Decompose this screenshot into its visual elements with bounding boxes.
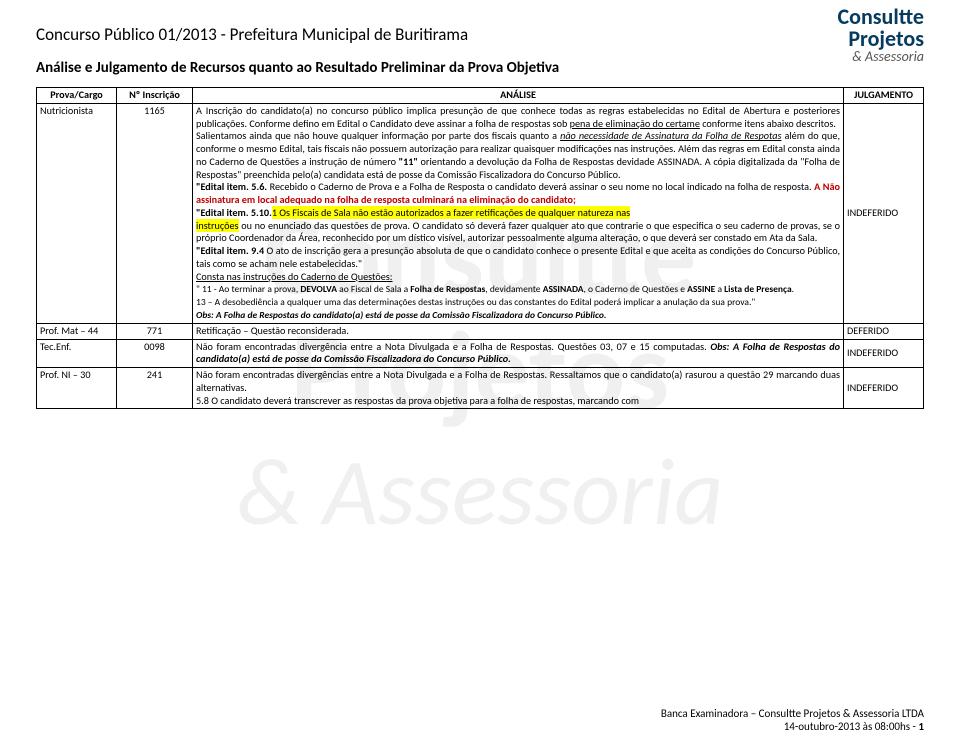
col-analise: ANÁLISE bbox=[193, 88, 844, 104]
highlighted-text: 1 Os Fiscais de Sala não estão autorizad… bbox=[272, 206, 630, 219]
table-row: Prof. Mat – 44 771 Retificação – Questão… bbox=[37, 323, 924, 339]
highlighted-text: instruções bbox=[196, 219, 239, 232]
page-subtitle: Análise e Julgamento de Recursos quanto … bbox=[36, 59, 924, 77]
cell-cargo: Nutricionista bbox=[37, 103, 117, 323]
cell-julgamento: INDEFERIDO bbox=[844, 339, 924, 368]
table-header-row: Prova/Cargo Nº Inscrição ANÁLISE JULGAME… bbox=[37, 88, 924, 104]
col-inscricao: Nº Inscrição bbox=[117, 88, 193, 104]
footer-line2: 14-outubro-2013 às 08:00hs - 1 bbox=[661, 720, 924, 733]
cell-julgamento: DEFERIDO bbox=[844, 323, 924, 339]
table-row: Prof. NI – 30 241 Não foram encontradas … bbox=[37, 368, 924, 409]
page-content: Consultte Projetos & Assessoria Concurso… bbox=[0, 0, 960, 419]
cell-julgamento: INDEFERIDO bbox=[844, 103, 924, 323]
cell-analise: A Inscrição do candidato(a) no concurso … bbox=[193, 103, 844, 323]
cell-cargo: Tec.Enf. bbox=[37, 339, 117, 368]
footer: Banca Examinadora – Consultte Projetos &… bbox=[661, 707, 924, 733]
table-row: Nutricionista 1165 A Inscrição do candid… bbox=[37, 103, 924, 323]
cell-inscricao: 1165 bbox=[117, 103, 193, 323]
page-title: Concurso Público 01/2013 - Prefeitura Mu… bbox=[36, 24, 924, 45]
page-number: 1 bbox=[918, 720, 924, 733]
table-row: Tec.Enf. 0098 Não foram encontradas dive… bbox=[37, 339, 924, 368]
logo-line3: & Assessoria bbox=[837, 50, 924, 64]
footer-line1: Banca Examinadora – Consultte Projetos &… bbox=[661, 707, 924, 720]
col-julgamento: JULGAMENTO bbox=[844, 88, 924, 104]
cell-inscricao: 771 bbox=[117, 323, 193, 339]
cell-analise: Retificação – Questão reconsiderada. bbox=[193, 323, 844, 339]
results-table: Prova/Cargo Nº Inscrição ANÁLISE JULGAME… bbox=[36, 87, 924, 409]
cell-analise: Não foram encontradas divergência entre … bbox=[193, 339, 844, 368]
cell-cargo: Prof. Mat – 44 bbox=[37, 323, 117, 339]
col-cargo: Prova/Cargo bbox=[37, 88, 117, 104]
cell-julgamento: INDEFERIDO bbox=[844, 368, 924, 409]
cell-cargo: Prof. NI – 30 bbox=[37, 368, 117, 409]
cell-inscricao: 241 bbox=[117, 368, 193, 409]
cell-analise: Não foram encontradas divergências entre… bbox=[193, 368, 844, 409]
logo-line2: Projetos bbox=[837, 28, 924, 50]
logo: Consultte Projetos & Assessoria bbox=[837, 6, 924, 64]
cell-inscricao: 0098 bbox=[117, 339, 193, 368]
